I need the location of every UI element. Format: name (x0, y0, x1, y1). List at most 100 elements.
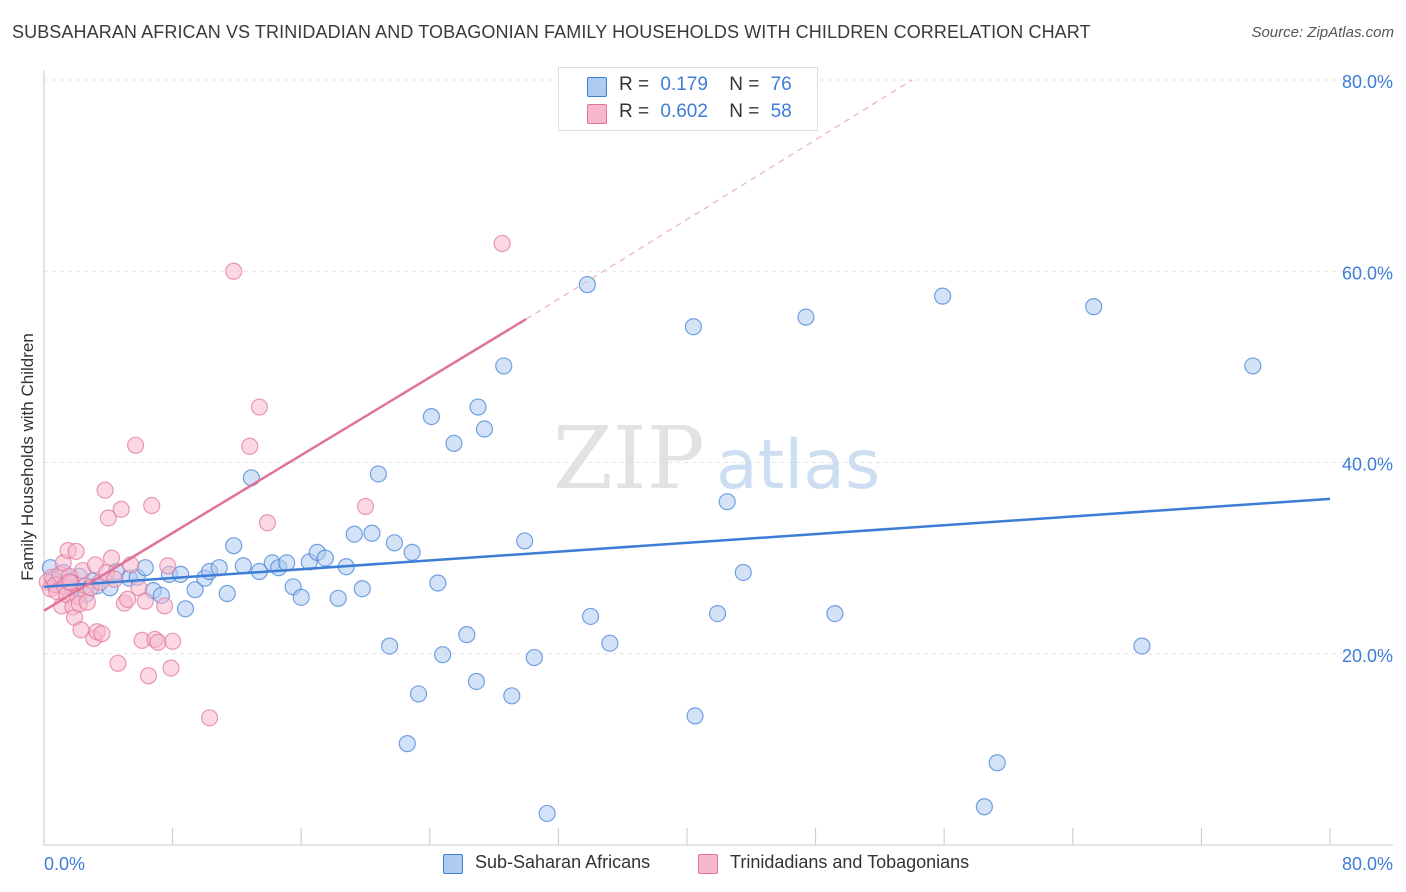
y-axis-title-wrap: Family Households with Children (16, 0, 40, 892)
data-point (242, 469, 260, 487)
data-point (278, 554, 296, 572)
data-point (434, 646, 452, 664)
data-point (292, 588, 310, 606)
data-point (200, 709, 219, 727)
x-tick-label-min: 0.0% (44, 854, 85, 874)
trend-line-sub-saharan (43, 497, 1331, 589)
y-tick-label: 60.0% (1342, 263, 1393, 283)
x-tick-label-max: 80.0% (1342, 854, 1393, 874)
data-point (96, 481, 114, 499)
legend-swatch-pink (698, 854, 718, 874)
data-point (493, 234, 511, 253)
data-point (241, 437, 259, 455)
series-trinidadian-points (38, 234, 511, 727)
n-label: N = (729, 101, 760, 122)
data-point (385, 534, 404, 552)
data-point (353, 580, 371, 598)
data-point (106, 570, 124, 588)
data-point (581, 607, 600, 626)
n-value: 76 (770, 74, 792, 95)
data-point (109, 654, 127, 672)
data-point (578, 276, 596, 294)
n-label: N = (729, 74, 760, 95)
data-point (403, 543, 421, 561)
data-point (475, 420, 494, 438)
data-point (458, 626, 476, 644)
data-point (159, 557, 177, 575)
data-point (686, 707, 704, 725)
y-tick-label: 40.0% (1342, 455, 1393, 475)
data-point (250, 398, 269, 416)
r-label: R = (619, 74, 650, 95)
stats-legend: R = 0.179 N = 76 R = 0.602 N = 58 (558, 67, 818, 131)
y-tick-label: 80.0% (1342, 72, 1393, 92)
data-point (369, 465, 387, 483)
legend-swatch-blue (587, 77, 607, 97)
watermark-zip: ZIP (553, 409, 705, 509)
data-point (933, 287, 952, 305)
data-point (162, 659, 180, 677)
data-point (797, 308, 815, 326)
data-point (1244, 357, 1262, 375)
trend-lines (43, 79, 1331, 612)
data-point (316, 549, 334, 567)
legend-label: Sub-Saharan Africans (475, 852, 651, 872)
y-axis-tick-labels: 20.0% 40.0% 60.0% 80.0% (1342, 72, 1393, 666)
legend-label: Trinidadians and Tobagonians (730, 852, 970, 872)
data-point (988, 754, 1006, 772)
data-point (398, 735, 416, 753)
data-point (381, 637, 399, 655)
data-point (503, 687, 521, 705)
data-point (102, 549, 121, 567)
legend-swatch-pink (587, 104, 607, 124)
data-point (1085, 298, 1103, 316)
legend-swatch-blue (443, 854, 463, 874)
data-point (258, 514, 277, 532)
source-label: Source: ZipAtlas.com (1251, 24, 1394, 41)
data-point (118, 590, 137, 608)
data-point (345, 525, 363, 543)
data-point (356, 497, 375, 516)
data-point (601, 634, 619, 652)
data-point (112, 500, 130, 518)
data-point (718, 493, 736, 511)
data-point (225, 262, 243, 280)
data-point (155, 597, 174, 615)
data-point (363, 524, 381, 542)
data-point (1133, 637, 1151, 655)
r-value: 0.179 (660, 74, 708, 95)
watermark: ZIP atlas (553, 409, 880, 509)
trend-line-trinidadian-extension (525, 79, 913, 320)
data-point (525, 648, 543, 667)
data-point (538, 804, 556, 823)
r-label: R = (619, 101, 650, 122)
data-point (734, 563, 752, 582)
y-axis-title: Family Households with Children (18, 333, 37, 581)
data-point (61, 573, 79, 591)
data-point (708, 604, 727, 623)
axes (43, 70, 1393, 846)
data-point (684, 318, 703, 336)
watermark-atlas: atlas (716, 426, 880, 505)
data-point (429, 574, 447, 592)
data-point (225, 537, 243, 555)
data-point (136, 559, 154, 577)
data-point (143, 496, 161, 515)
y-tick-label: 20.0% (1342, 646, 1393, 666)
data-point (136, 592, 154, 610)
data-point (78, 593, 97, 611)
data-point (186, 581, 204, 599)
data-point (67, 542, 85, 561)
data-point (99, 509, 117, 527)
data-point (469, 398, 487, 416)
chart-title: SUBSAHARAN AFRICAN VS TRINIDADIAN AND TO… (12, 22, 1091, 42)
data-point (467, 672, 486, 691)
data-point (127, 436, 145, 454)
data-point (176, 600, 195, 618)
data-point (149, 633, 167, 651)
data-point (234, 557, 252, 575)
data-point (826, 604, 844, 623)
series-sub-saharan-points (41, 276, 1262, 823)
data-point (164, 632, 182, 650)
